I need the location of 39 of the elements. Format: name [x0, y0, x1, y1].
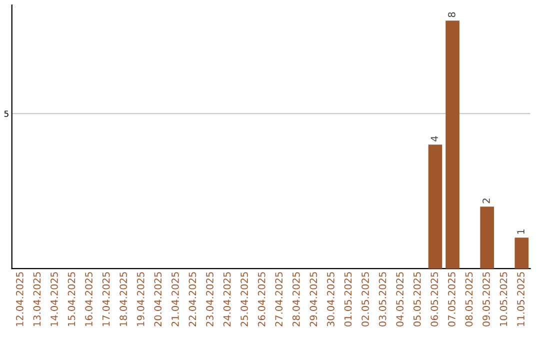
x-tick-label: 07.05.2025 — [448, 272, 456, 326]
x-tick-label: 28.04.2025 — [292, 272, 300, 326]
x-tick-label: 01.05.2025 — [344, 272, 352, 326]
x-tick-label: 23.04.2025 — [206, 272, 214, 326]
bar — [446, 20, 460, 269]
x-tick-label: 09.05.2025 — [482, 272, 490, 326]
y-tick-label: 5 — [4, 110, 8, 117]
x-tick-label: 04.05.2025 — [396, 272, 404, 326]
x-tick-label: 27.04.2025 — [275, 272, 283, 326]
x-tick-label: 29.04.2025 — [310, 272, 318, 326]
x-tick-label: 14.04.2025 — [50, 272, 58, 326]
x-tick-label: 11.05.2025 — [517, 272, 524, 326]
x-tick-label: 15.04.2025 — [68, 272, 76, 326]
x-tick-label: 02.05.2025 — [362, 272, 369, 326]
x-tick-label: 18.04.2025 — [120, 272, 128, 326]
x-tick-label: 20.04.2025 — [154, 272, 162, 326]
bar — [514, 238, 529, 269]
x-tick-label: 17.04.2025 — [102, 272, 110, 326]
x-tick-label: 08.05.2025 — [465, 272, 473, 326]
data-label: 2 — [482, 198, 490, 204]
data-label: 8 — [448, 12, 456, 18]
bar — [480, 206, 494, 269]
x-tick-label: 03.05.2025 — [378, 272, 386, 326]
x-tick-label: 25.04.2025 — [240, 272, 248, 326]
x-tick-label: 10.05.2025 — [500, 272, 508, 326]
x-tick-label: 19.04.2025 — [136, 272, 144, 326]
x-tick-label: 21.04.2025 — [172, 272, 179, 326]
x-tick-label: 05.05.2025 — [413, 272, 421, 326]
x-tick-label: 26.04.2025 — [258, 272, 266, 326]
x-tick-label: 30.04.2025 — [327, 272, 334, 326]
bar — [428, 144, 442, 269]
x-tick-label: 16.04.2025 — [85, 272, 92, 326]
data-label: 4 — [430, 136, 438, 142]
x-tick-label: 06.05.2025 — [430, 272, 438, 326]
x-tick-label: 22.04.2025 — [188, 272, 196, 326]
x-tick-label: 12.04.2025 — [16, 272, 24, 326]
data-label: 1 — [517, 230, 524, 234]
x-tick-label: 13.04.2025 — [33, 272, 41, 326]
x-tick-label: 24.04.2025 — [223, 272, 231, 326]
